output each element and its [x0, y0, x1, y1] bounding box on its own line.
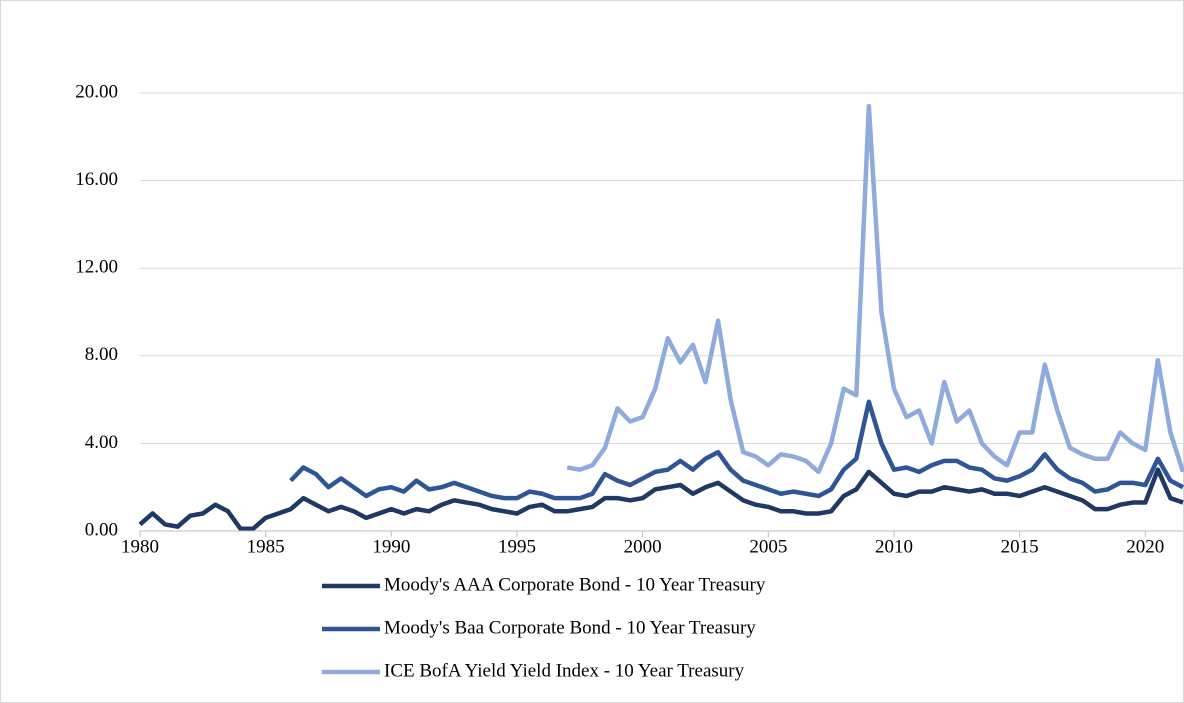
- y-tick-label: 12.00: [75, 257, 118, 278]
- y-tick-label: 16.00: [75, 169, 118, 190]
- x-tick-label: 2000: [624, 536, 662, 557]
- x-tick-label: 1990: [372, 536, 410, 557]
- x-tick-label: 2005: [749, 536, 787, 557]
- legend-label: Moody's Baa Corporate Bond - 10 Year Tre…: [384, 617, 756, 638]
- x-tick-label: 1995: [498, 536, 536, 557]
- series-line: [566, 103, 1184, 475]
- y-tick-label: 8.00: [85, 344, 118, 365]
- series-line: [289, 399, 1184, 501]
- y-tick-label: 4.00: [85, 432, 118, 453]
- legend-label: ICE BofA Yield Yield Index - 10 Year Tre…: [384, 660, 745, 681]
- series-line: [138, 467, 1184, 532]
- x-tick-label: 1985: [247, 536, 285, 557]
- legend-label: Moody's AAA Corporate Bond - 10 Year Tre…: [384, 574, 766, 595]
- x-tick-label: 2010: [875, 536, 913, 557]
- y-tick-label: 0.00: [85, 519, 118, 540]
- y-tick-label: 20.00: [75, 81, 118, 102]
- x-tick-label: 2020: [1126, 536, 1164, 557]
- x-tick-label: 1980: [121, 536, 159, 557]
- x-tick-label: 2015: [1001, 536, 1039, 557]
